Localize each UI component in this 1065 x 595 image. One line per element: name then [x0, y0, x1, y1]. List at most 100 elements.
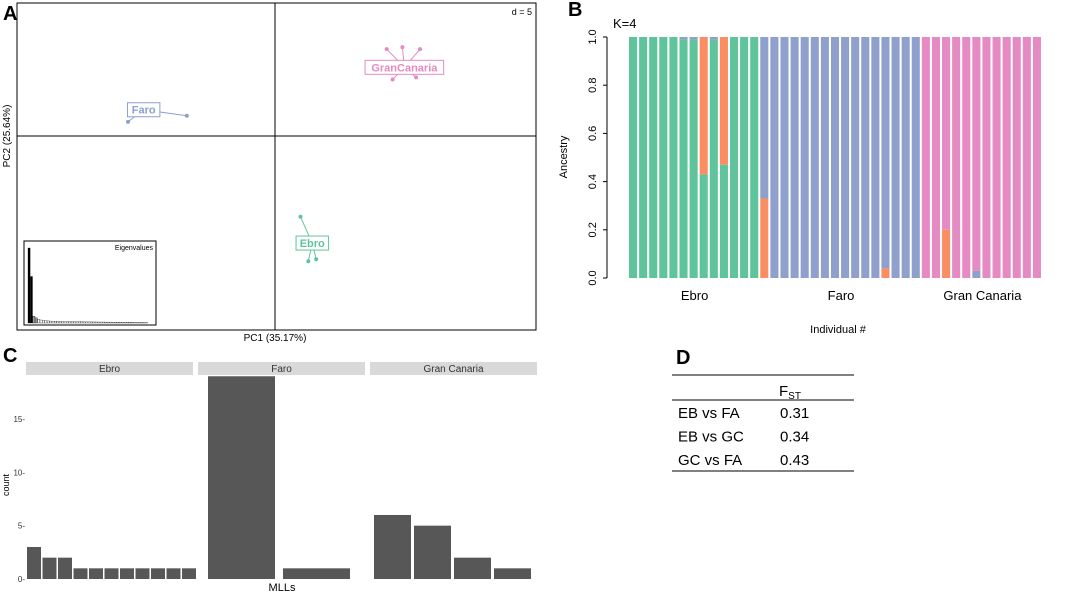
mll-bar-gran-canaria	[494, 568, 531, 579]
individual-bar	[750, 37, 759, 278]
mll-bar-ebro	[27, 546, 41, 579]
fst-pair: GC vs FA	[678, 452, 742, 469]
individual-bar	[719, 37, 728, 278]
eigenvalue-bar	[75, 321, 79, 324]
ancestry-segment-k1	[740, 37, 749, 278]
admixture-bars	[629, 37, 1041, 278]
pca-label-ebro: Ebro	[300, 238, 325, 250]
mll-y-ticks: 0- 5- 10- 15-	[13, 415, 25, 584]
mll-bar-gran-canaria	[374, 514, 411, 579]
pca-group-ebro: Ebro	[295, 214, 329, 264]
ancestry-segment-k3	[901, 37, 910, 278]
eigenvalue-bar	[59, 321, 62, 324]
individual-bar	[629, 37, 638, 278]
admixture-tick-label: 0.6	[587, 126, 599, 141]
mll-facet-gran-canaria: Gran Canaria	[370, 362, 537, 579]
eigenvalue-bar	[107, 321, 110, 324]
eigenvalue-bar	[104, 321, 108, 324]
pca-scale-label: d = 5	[512, 7, 532, 17]
pca-point-grancanaria	[384, 47, 389, 52]
ancestry-segment-k3	[972, 270, 981, 278]
eigenvalue-bar	[68, 321, 72, 324]
eigenvalue-bar	[37, 319, 40, 324]
eigenvalue-bar	[66, 321, 69, 324]
admixture-y-label: Ancestry	[558, 135, 570, 178]
eigenvalue-bar	[47, 320, 50, 324]
ancestry-segment-k3	[780, 37, 789, 278]
fst-header: FST	[779, 383, 801, 402]
facet-strip-gran-canaria	[370, 362, 537, 375]
eigenvalue-bar	[83, 321, 86, 324]
individual-bar	[709, 37, 718, 278]
ancestry-segment-k1	[750, 37, 759, 278]
facet-strip-label-ebro: Ebro	[99, 364, 121, 375]
fst-value: 0.43	[780, 452, 809, 469]
ancestry-segment-k3	[861, 37, 870, 278]
ancestry-segment-k4	[921, 37, 930, 278]
fst-row: EB vs FA 0.31	[678, 405, 809, 422]
pca-point-grancanaria	[400, 45, 405, 50]
ancestry-segment-k3	[790, 37, 799, 278]
mll-tick-label: 0-	[18, 575, 25, 584]
ancestry-segment-k3	[871, 37, 880, 278]
ancestry-segment-k1	[699, 174, 708, 278]
pca-point-ebro	[298, 214, 303, 219]
eigenvalue-bar	[39, 319, 43, 324]
mll-bar-ebro	[182, 568, 196, 579]
eigenvalue-bar	[42, 320, 45, 324]
eigenvalue-bar	[71, 321, 74, 324]
individual-bar	[770, 37, 779, 278]
pca-y-label: PC2 (25.64%)	[2, 105, 13, 168]
ancestry-segment-k3	[800, 37, 809, 278]
ancestry-segment-k3	[841, 37, 850, 278]
individual-bar	[639, 37, 648, 278]
eigenvalue-inset-title: Eigenvalues	[115, 245, 154, 252]
individual-bar	[659, 37, 668, 278]
ancestry-segment-k4	[1012, 37, 1021, 278]
ancestry-segment-k2	[719, 37, 728, 165]
ancestry-segment-k4	[942, 37, 951, 230]
individual-bar	[1002, 37, 1011, 278]
individual-bar	[921, 37, 930, 278]
pca-label-grancanaria: GranCanaria	[371, 62, 438, 74]
eigenvalue-bar	[138, 322, 141, 324]
individual-bar	[861, 37, 870, 278]
ancestry-segment-k1	[669, 37, 678, 278]
eigenvalue-bar	[32, 316, 36, 324]
individual-bar	[871, 37, 880, 278]
ancestry-segment-k4	[931, 37, 941, 278]
fst-header-main: F	[779, 383, 788, 400]
admixture-panel: K=4 Ancestry Individual # 0.00.20.40.60.…	[558, 16, 1041, 336]
fst-header-sub: ST	[788, 391, 801, 402]
eigenvalue-bar	[116, 322, 120, 324]
eigenvalue-bar	[92, 321, 96, 324]
eigenvalue-bar	[102, 321, 105, 324]
fst-table: FST EB vs FA 0.31 EB vs GC 0.34 GC vs FA 0.43	[672, 374, 854, 472]
mll-y-label: count	[1, 473, 11, 496]
ancestry-segment-k3	[770, 37, 779, 278]
fst-row: GC vs FA 0.43	[678, 452, 809, 469]
facet-strip-ebro	[26, 362, 193, 375]
eigenvalue-bar	[140, 322, 144, 324]
mll-bar-faro	[283, 568, 350, 579]
mll-bar-ebro	[120, 568, 134, 579]
individual-bar	[841, 37, 850, 278]
fst-rows: EB vs FA 0.31 EB vs GC 0.34 GC vs FA 0.43	[678, 405, 809, 469]
eigenvalue-bar	[126, 322, 129, 324]
eigenvalue-bars	[27, 247, 148, 324]
eigenvalue-bar	[143, 322, 146, 324]
mll-bar-ebro	[166, 568, 181, 579]
individual-bar	[1032, 37, 1041, 278]
pca-point-faro	[126, 119, 130, 124]
eigenvalue-bar	[131, 322, 134, 324]
fst-value: 0.31	[780, 405, 809, 422]
ancestry-segment-k1	[639, 37, 648, 278]
facet-strip-label-gran-canaria: Gran Canaria	[423, 364, 483, 375]
ancestry-segment-k4	[1022, 37, 1031, 278]
admixture-tick-label: 0.2	[587, 222, 599, 237]
pca-point-grancanaria	[418, 47, 423, 52]
pca-label-box-grancanaria	[364, 59, 445, 75]
mll-bar-ebro	[135, 568, 150, 579]
mll-panel: count MLLs 0- 5- 10- 15- Ebro Faro Gran Canar…	[1, 362, 537, 594]
individual-bar	[729, 37, 739, 278]
